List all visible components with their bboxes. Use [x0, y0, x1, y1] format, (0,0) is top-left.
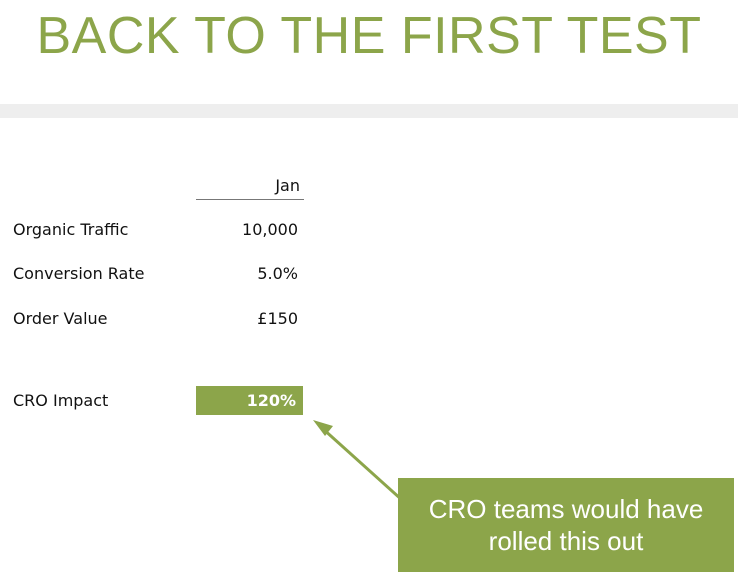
callout-line-1: CRO teams would have — [428, 494, 704, 524]
callout-line-2: rolled this out — [488, 526, 644, 556]
row-value-organic-traffic: 10,000 — [242, 220, 298, 239]
row-label-cro-impact: CRO Impact — [13, 391, 109, 410]
row-value-conversion-rate: 5.0% — [257, 264, 298, 283]
arrow-head — [313, 420, 333, 436]
row-label-organic-traffic: Organic Traffic — [13, 220, 129, 239]
row-label-order-value: Order Value — [13, 309, 108, 328]
header-underline — [196, 199, 304, 200]
row-label-conversion-rate: Conversion Rate — [13, 264, 145, 283]
callout-box: CRO teams would have rolled this out — [398, 478, 734, 572]
column-header-jan: Jan — [275, 176, 300, 195]
slide-title: BACK TO THE FIRST TEST — [36, 7, 702, 65]
row-value-order-value: £150 — [257, 309, 298, 328]
title-divider-band — [0, 104, 738, 118]
arrow-shaft — [320, 426, 404, 502]
cro-impact-value: 120% — [196, 386, 303, 415]
